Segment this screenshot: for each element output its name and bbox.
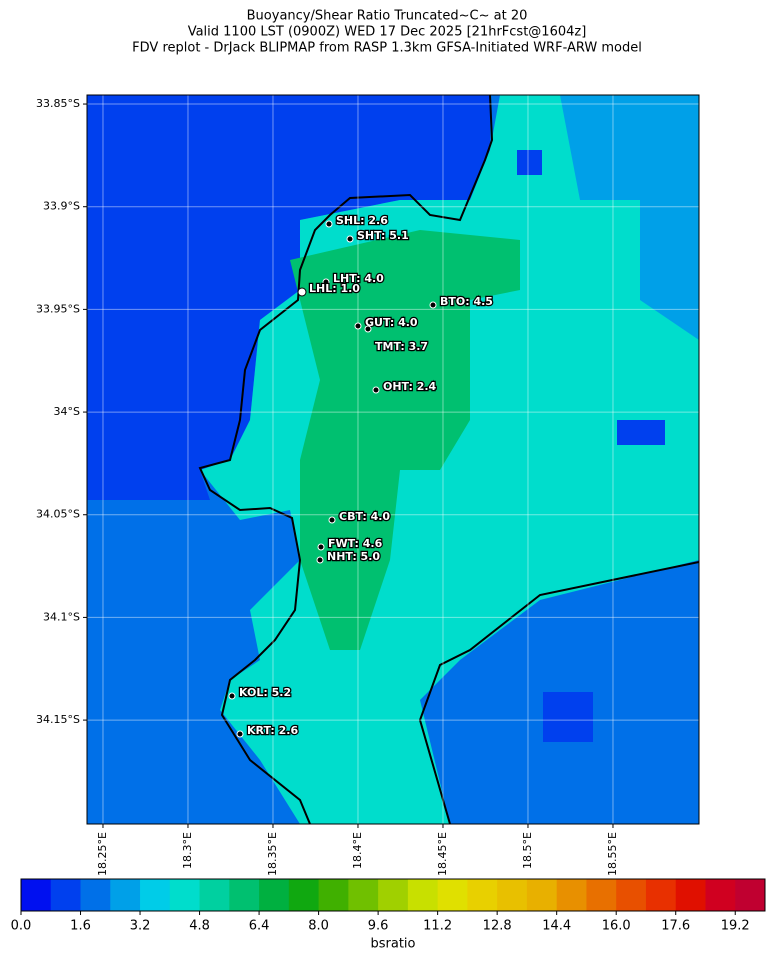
color-swatch	[407, 879, 439, 911]
color-swatch	[675, 879, 706, 911]
map: 33.85°S 33.9°S 33.95°S 34°S 34.05°S 34.1°S 34.…	[36, 94, 700, 876]
cell	[517, 150, 542, 175]
station-dot	[372, 386, 380, 394]
color-swatch	[229, 879, 260, 911]
station-label: LHL: 1.0	[309, 282, 360, 295]
color-swatch	[288, 879, 320, 911]
lon-label: 18.3°E	[181, 832, 194, 869]
color-swatch	[645, 879, 677, 911]
station-dot	[228, 692, 236, 700]
station-dot	[325, 220, 333, 228]
colorbar-tick-label: 9.6	[368, 919, 389, 934]
station-dot	[364, 325, 372, 333]
colorbar-tick-label: 17.6	[661, 919, 690, 934]
color-swatch	[735, 879, 766, 911]
lat-label: 33.9°S	[43, 200, 80, 213]
colorbar-tick-label: 4.8	[189, 919, 210, 934]
station-dot	[317, 543, 325, 551]
colorbar-label: bsratio	[371, 937, 416, 952]
lat-label: 34.05°S	[36, 508, 80, 521]
station-dot	[322, 278, 330, 286]
station-label: KOL: 5.2	[239, 686, 291, 699]
colorbar-tick-label: 12.8	[483, 919, 512, 934]
color-swatch	[497, 879, 528, 911]
land-east	[560, 95, 699, 340]
lon-label: 18.25°E	[96, 832, 109, 876]
lat-label: 33.85°S	[36, 97, 80, 110]
colorbar: 0.0 1.6 3.2 4.8 6.4 8.0 9.6 11.2 12.8 14.4 16.0 17.…	[11, 878, 766, 952]
color-swatch	[586, 879, 617, 911]
station-label: SHT: 5.1	[357, 229, 409, 242]
station-dot	[316, 556, 324, 564]
station-label: LHT: 4.0	[333, 272, 384, 285]
title-line: Buoyancy/Shear Ratio Truncated~C~ at 20	[247, 9, 528, 24]
station-dot	[354, 322, 362, 330]
colorbar-tick-label: 11.2	[423, 919, 452, 934]
lat-label: 33.95°S	[36, 302, 80, 315]
color-swatch	[21, 879, 52, 911]
station-label: FWT: 4.6	[328, 537, 383, 550]
station-dot	[346, 235, 354, 243]
coastline	[198, 95, 699, 824]
lon-label: 18.5°E	[521, 832, 534, 869]
station-dot	[328, 516, 336, 524]
colorbar-tick-label: 16.0	[602, 919, 631, 934]
colorbar-tick-label: 0.0	[11, 919, 32, 934]
lon-label: 18.4°E	[351, 832, 364, 869]
ocean-sw	[87, 500, 207, 824]
cell	[543, 692, 593, 742]
station-label: NHT: 5.0	[327, 550, 380, 563]
color-swatch	[199, 879, 230, 911]
title-line: Valid 1100 LST (0900Z) WED 17 Dec 2025 […	[188, 25, 587, 40]
station-label: TMT: 3.7	[375, 340, 428, 353]
station-label: OHT: 2.4	[383, 380, 437, 393]
color-swatch	[348, 879, 379, 911]
colorbar-tick-label: 8.0	[308, 919, 329, 934]
color-swatch	[259, 879, 290, 911]
station-label: CBT: 4.0	[339, 510, 390, 523]
color-swatch	[616, 879, 647, 911]
colorbar-tick-label: 19.2	[721, 919, 750, 934]
color-swatch	[526, 879, 558, 911]
color-swatch	[169, 879, 201, 911]
cell	[617, 420, 665, 445]
color-swatch	[80, 879, 111, 911]
station-label: BTO: 4.5	[440, 295, 493, 308]
color-swatch	[50, 879, 82, 911]
station-label: KRT: 2.6	[247, 724, 298, 737]
color-swatch	[378, 879, 409, 911]
lat-label: 34.15°S	[36, 713, 80, 726]
map-frame	[86, 94, 700, 825]
colorbar-tick-label: 14.4	[542, 919, 571, 934]
colorbar-tick-label: 6.4	[249, 919, 270, 934]
color-swatch	[556, 879, 587, 911]
colorbar-tick-label: 3.2	[130, 919, 151, 934]
station-dot	[297, 287, 307, 297]
station-label: SHL: 2.6	[336, 214, 388, 227]
lon-label: 18.45°E	[436, 832, 449, 876]
color-swatch	[467, 879, 498, 911]
land-high	[290, 230, 520, 650]
lat-label: 34.1°S	[43, 610, 80, 623]
color-swatch	[318, 879, 349, 911]
station-dot	[429, 301, 437, 309]
lat-label: 34°S	[54, 405, 80, 418]
lon-label: 18.55°E	[606, 832, 619, 876]
color-swatch	[140, 879, 171, 911]
color-swatch	[705, 879, 736, 911]
lon-label: 18.35°E	[266, 832, 279, 876]
title-line: FDV replot - DrJack BLIPMAP from RASP 1.…	[132, 41, 642, 56]
color-swatch	[437, 879, 468, 911]
station-dot	[236, 730, 244, 738]
colorbar-frame	[20, 878, 766, 912]
station-label: GUT: 4.0	[365, 316, 418, 329]
colorbar-tick-label: 1.6	[70, 919, 91, 934]
color-swatch	[110, 879, 141, 911]
